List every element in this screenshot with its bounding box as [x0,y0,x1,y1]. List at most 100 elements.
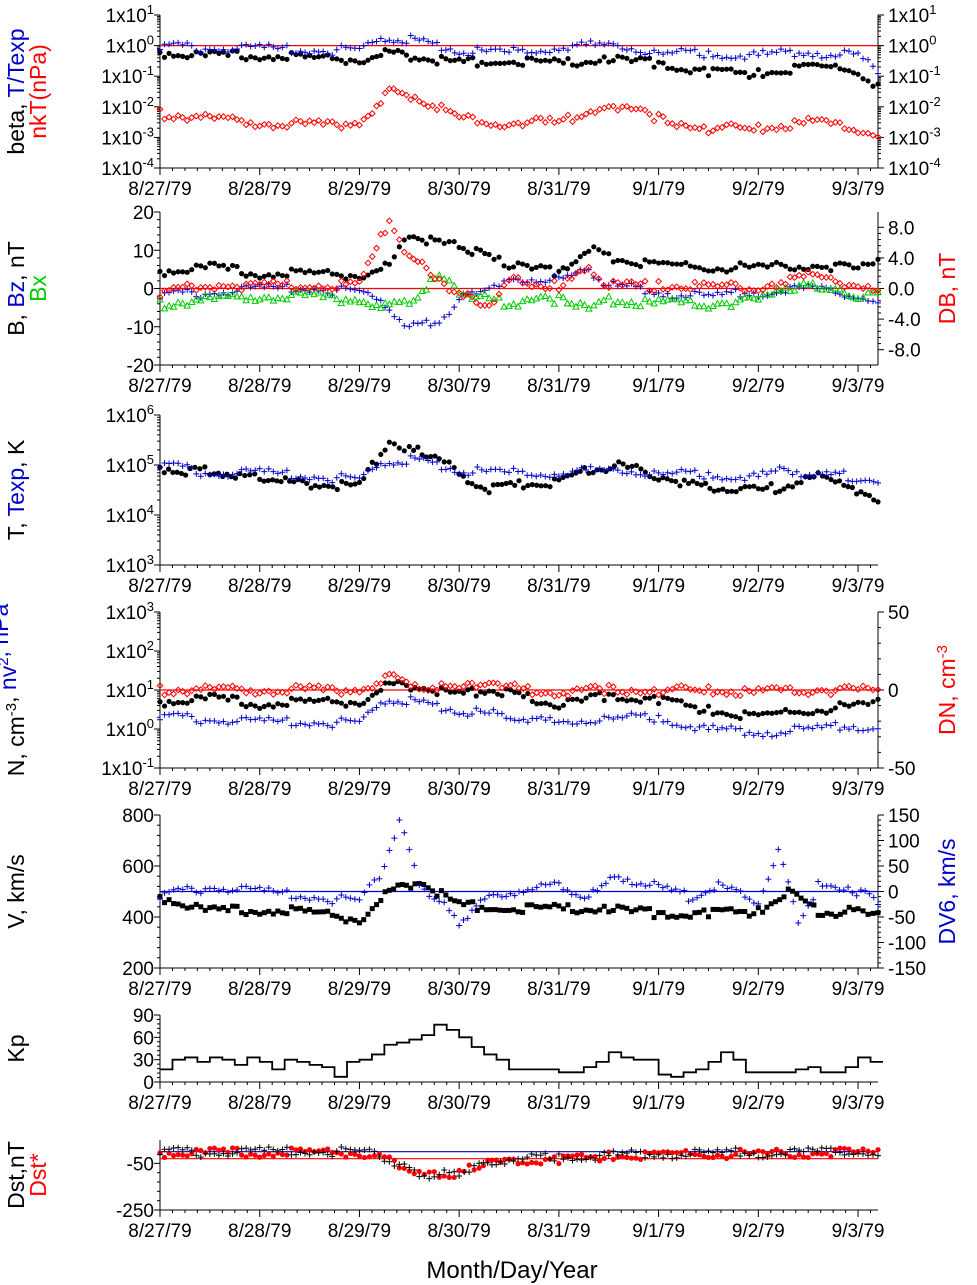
data-point [166,698,172,705]
data-point [814,708,820,714]
data-point [864,288,872,296]
data-point [673,469,680,476]
data-point [578,61,585,67]
data-point [407,693,414,700]
data-point [636,302,645,310]
data-point [198,904,204,910]
data-point [709,690,717,698]
data-point [819,264,825,271]
data-point [165,689,173,697]
data-point [193,718,200,725]
data-point [180,269,186,275]
data-point [265,41,272,48]
data-point [416,37,423,44]
data-point [669,1150,675,1156]
data-point [759,686,767,694]
data-point [415,235,421,242]
data-point [368,684,376,692]
data-point [225,52,231,58]
data-point [870,699,876,705]
data-point [875,70,881,77]
data-point [810,896,817,903]
data-point [494,891,501,898]
data-point [479,59,485,65]
data-point [694,894,701,901]
data-point [381,298,389,307]
y-tick-label-right: 1x10-1 [888,63,941,88]
x-tick-label: 8/29/79 [328,376,391,397]
data-point [201,110,209,118]
x-tick-label: 8/30/79 [427,1093,490,1114]
data-point [297,696,304,702]
data-point [325,267,331,274]
y-tick-label: 1x102 [106,638,154,663]
data-point [587,719,594,726]
y-tick-label: -250 [116,1201,154,1222]
data-point [650,117,658,125]
data-point [710,722,717,729]
data-point [266,54,272,60]
data-point [737,715,743,722]
data-point [174,112,182,120]
y-tick-label: -50 [127,1154,154,1175]
data-point [733,714,739,720]
data-point [687,723,694,730]
data-point [724,906,730,912]
data-point [533,884,540,891]
data-point [243,704,249,710]
data-point [511,907,517,913]
data-point [306,1151,313,1158]
data-point [691,467,698,474]
series-1 [157,693,881,740]
data-point [496,254,502,260]
data-point [202,696,208,702]
data-point [283,123,291,131]
data-point [351,686,359,694]
data-point [342,716,349,723]
data-point [337,124,345,132]
data-point [229,471,236,478]
data-point [787,728,794,735]
data-point [316,909,322,915]
data-point [551,1157,558,1164]
data-point [677,119,685,127]
data-point [777,278,785,286]
data-point [333,285,341,293]
data-point [450,288,458,296]
data-point [642,695,648,701]
data-point [782,730,789,737]
data-point [365,696,371,703]
data-point [804,691,812,699]
data-point [390,700,397,707]
data-point [759,286,767,294]
x-tick-label: 8/30/79 [427,979,490,1000]
data-point [623,1150,630,1157]
data-point [175,901,181,907]
data-point [351,474,358,481]
data-point [569,62,576,68]
data-point [751,263,757,269]
data-point [161,115,169,123]
panel-beta: 8/27/79 8/28/79 8/29/79 8/30/79 8/31/79 9/1/7… [3,2,941,200]
data-point [368,253,376,261]
data-point [161,470,167,476]
data-point [801,61,807,67]
data-point [420,686,428,694]
data-point [315,682,323,690]
data-point [201,291,210,300]
data-point [196,296,205,304]
data-point [578,718,585,725]
data-point [556,705,562,711]
data-point [746,729,753,736]
data-point [637,49,644,56]
data-point [819,1151,825,1157]
data-point [156,295,164,303]
data-point [238,701,245,707]
data-point [785,483,791,489]
data-point [596,684,604,692]
data-point [651,259,657,265]
data-point [687,263,693,269]
y-tick-label: 1x105 [106,452,154,477]
data-point [215,719,222,726]
data-point [270,56,276,63]
